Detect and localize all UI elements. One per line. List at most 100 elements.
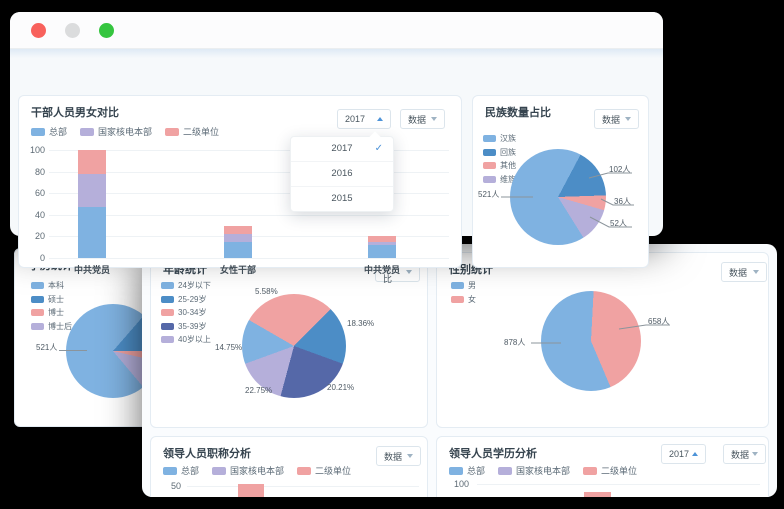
data-select[interactable]: 数据 [594,109,639,129]
pie-value-label: 521人 [36,343,58,352]
pie-value-label: 521人 [478,190,500,199]
x-axis-label: 中共党员 [363,265,400,275]
menu-item-2015[interactable]: 2015 [291,186,393,211]
legend-label: 维族 [500,174,516,184]
legend-item: 国家核电本部 [212,464,284,477]
chart-legend: 总部 国家核电本部 二级单位 [31,125,219,138]
legend-item: 40岁以上 [161,334,211,345]
minimize-button-icon[interactable] [65,22,80,38]
chevron-down-icon [406,270,412,274]
data-select[interactable]: 数据 [376,446,421,466]
x-axis-label: 中共党员 [73,265,110,275]
legend-label: 硕士 [48,294,64,304]
year-select[interactable]: 2017 [661,444,706,464]
bar-segment-二级单位 [224,225,252,235]
legend-item: 国家核电本部 [80,125,152,138]
bar-segment-二级单位 [78,150,106,174]
gridline [49,193,449,195]
legend-label: 博士 [48,308,64,317]
legend-swatch-icon [451,282,464,289]
chart-legend: 总部 国家核电本部 二级单位 [449,464,637,477]
legend-swatch-icon [483,135,496,142]
legend-label: 本科 [48,281,64,290]
chevron-down-icon [431,117,437,121]
year-select[interactable]: 2017 [337,109,391,129]
legend-swatch-icon [161,322,174,330]
chart-legend: 男女 [451,280,476,305]
legend-item: 二级单位 [583,464,637,477]
year-dropdown-menu: 2017 ✓ 2016 2015 [290,136,394,212]
legend-label: 回族 [500,147,516,157]
chart-legend: 总部 国家核电本部 二级单位 [163,464,351,477]
legend-swatch-icon [31,295,44,303]
legend-label: 总部 [181,466,200,476]
legend-label: 二级单位 [183,127,220,137]
legend-label: 35-39岁 [178,321,207,331]
year-select-value: 2017 [669,449,690,459]
chart-legend: 24岁以下 25-29岁 30-34岁 35-39岁 40岁以上 [161,280,211,345]
gridline [49,214,449,216]
legend-label: 女 [468,294,476,304]
legend-label: 40岁以上 [178,335,211,344]
legend-item: 博士后 [31,321,72,332]
y-axis-tick: 40 [34,209,45,220]
pie-value-label: 20.21% [327,383,355,392]
legend-swatch-icon [31,322,44,330]
pie-chart [541,291,641,391]
pie-value-label: 36人 [614,197,631,206]
card-title: 干部人员男女对比 [31,107,119,119]
legend-item: 女 [451,294,476,305]
chart-legend: 汉族 回族 其他 维族 [483,133,516,185]
legend-swatch-icon [163,466,177,475]
data-select-value: 数据 [731,449,750,460]
legend-item: 二级单位 [297,464,351,477]
legend-label: 总部 [49,127,68,137]
legend-label: 国家核电本部 [98,127,153,137]
chevron-up-icon [692,452,698,456]
close-button-icon[interactable] [31,22,46,38]
data-select[interactable]: 数据 [723,444,766,464]
chart-legend: 本科 硕士 博士 博士后 [31,280,72,332]
y-axis-tick: 100 [453,479,469,489]
bar-chart: 0 20 40 60 80 100 中共党员 女性干部 中共党员 [30,145,449,275]
gridline [49,258,449,259]
legend-swatch-icon [31,282,44,289]
legend-swatch-icon [161,309,174,316]
y-axis-tick: 20 [34,231,45,242]
y-axis-tick: 80 [34,166,45,177]
legend-item: 35-39岁 [161,321,211,332]
data-select[interactable]: 数据 [721,262,767,282]
leader-line [59,350,87,351]
card-cadre-gender-compare: 干部人员男女对比 2017 数据 总部 国家核电本部 二级单位 0 20 40 60 80 1… [18,95,462,275]
pie-value-label: 18.36% [347,319,375,328]
legend-item: 25-29岁 [161,294,211,305]
legend-item: 总部 [449,464,485,477]
window-titlebar [10,12,663,49]
bar-segment-总部 [368,245,396,258]
legend-swatch-icon [297,466,312,475]
pie-value-label: 52人 [610,219,627,228]
pie-value-label: 878人 [504,338,526,347]
legend-label: 二级单位 [315,466,352,476]
legend-label: 博士后 [48,321,72,331]
legend-label: 25-29岁 [178,294,207,304]
legend-item: 男 [451,280,476,291]
legend-label: 国家核电本部 [516,466,571,476]
gridline [187,486,419,487]
legend-label: 其他 [500,161,516,170]
pie-chart [510,149,606,245]
gridline [49,150,449,151]
menu-item-2017[interactable]: 2017 ✓ [291,137,393,161]
menu-item-2016[interactable]: 2016 [291,161,393,186]
maximize-button-icon[interactable] [99,22,114,38]
data-select[interactable]: 数据 [400,109,445,129]
bar-segment-国家核电本部 [78,173,106,208]
bar-segment-总部 [224,241,252,258]
legend-swatch-icon [583,466,598,475]
legend-swatch-icon [31,127,45,136]
card-leader-education-analysis: 领导人员学历分析 2017 数据 总部 国家核电本部 二级单位 100 [436,436,769,497]
card-ethnic-ratio: 民族数量占比 数据 汉族 回族 其他 维族 521人 102人 36人 52人 [472,95,649,268]
